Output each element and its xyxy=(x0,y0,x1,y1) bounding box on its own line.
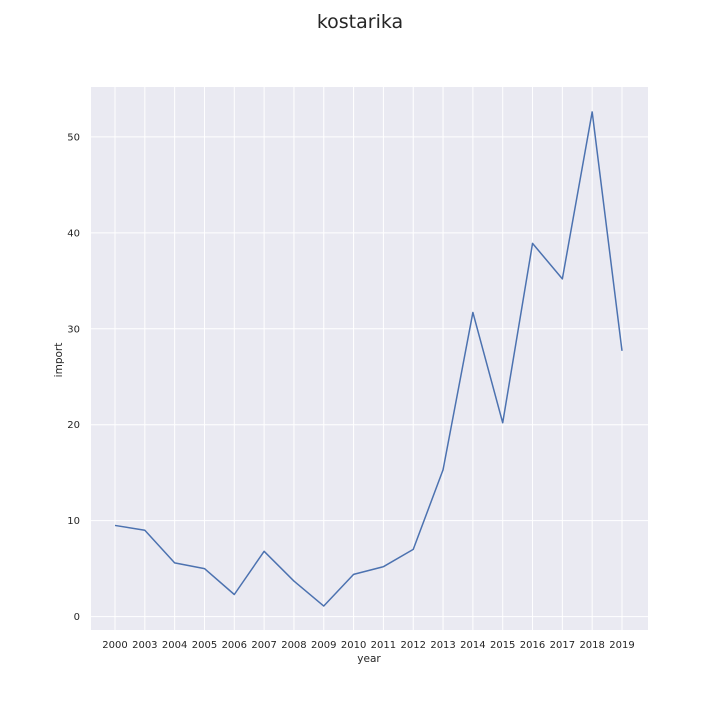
x-tick-label: 2012 xyxy=(401,640,426,651)
x-tick-label: 2008 xyxy=(281,640,306,651)
x-tick-label: 2007 xyxy=(251,640,276,651)
x-tick-label: 2009 xyxy=(311,640,336,651)
x-tick-label: 2013 xyxy=(430,640,455,651)
x-axis-label: year xyxy=(357,653,381,665)
series-line-import xyxy=(114,111,623,607)
x-tick-label: 2010 xyxy=(341,640,366,651)
x-tick-label: 2005 xyxy=(192,640,217,651)
y-tick-label: 50 xyxy=(67,132,80,143)
x-tick-label: 2016 xyxy=(520,640,545,651)
x-tick-label: 2011 xyxy=(371,640,396,651)
x-tick-label: 2004 xyxy=(162,640,187,651)
chart-title: kostarika xyxy=(317,11,403,33)
x-tick-label: 2015 xyxy=(490,640,515,651)
x-tick-label: 2014 xyxy=(460,640,485,651)
x-tick-label: 2000 xyxy=(102,640,127,651)
x-tick-label: 2019 xyxy=(609,640,634,651)
x-tick-label: 2018 xyxy=(579,640,604,651)
x-tick-label: 2003 xyxy=(132,640,157,651)
y-axis-ticks: 0 10 20 30 40 50 xyxy=(67,132,80,623)
plot-background xyxy=(91,87,648,630)
x-axis-ticks: 2000 2003 2004 2005 2006 2007 2008 2009 2010 2011… xyxy=(102,640,634,651)
x-tick-label: 2017 xyxy=(550,640,575,651)
series-layer xyxy=(114,111,623,607)
y-tick-label: 10 xyxy=(67,516,80,527)
x-tick-label: 2006 xyxy=(222,640,247,651)
y-tick-label: 30 xyxy=(67,324,80,335)
y-tick-label: 0 xyxy=(74,612,80,623)
y-tick-label: 20 xyxy=(67,420,80,431)
grid-lines xyxy=(91,87,648,630)
y-axis-label: import xyxy=(53,343,65,378)
y-tick-label: 40 xyxy=(67,228,80,239)
